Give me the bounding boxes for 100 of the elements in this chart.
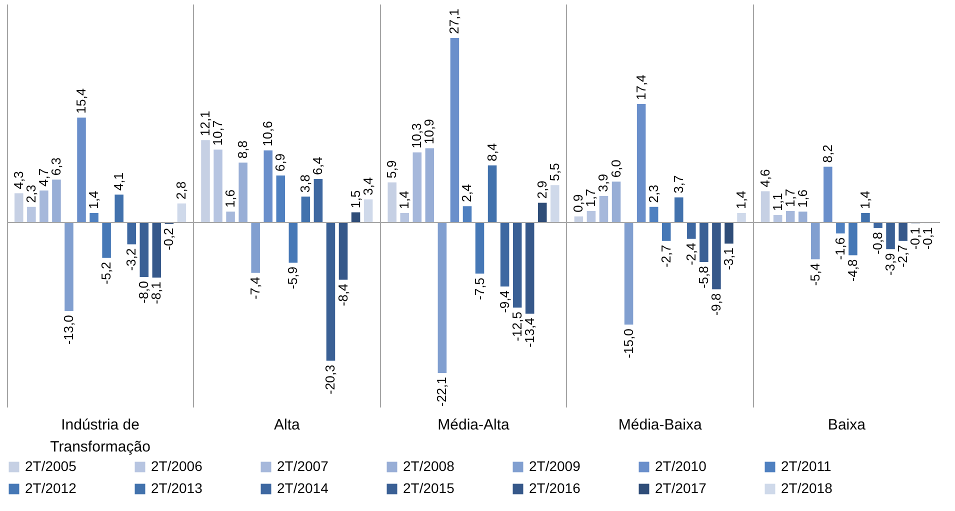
bar xyxy=(662,222,671,241)
bar xyxy=(848,222,858,256)
bar xyxy=(687,222,696,239)
data-label: -0,8 xyxy=(870,232,886,254)
data-label: 1,1 xyxy=(770,192,785,212)
bar xyxy=(612,182,621,223)
bar xyxy=(351,212,360,223)
data-label: 3,8 xyxy=(298,174,313,193)
bar xyxy=(14,193,24,223)
data-label: -8,0 xyxy=(136,280,152,304)
data-label: 2,8 xyxy=(174,181,189,200)
data-label: 6,4 xyxy=(310,156,326,175)
data-label: 10,9 xyxy=(422,118,437,144)
bar xyxy=(90,212,98,223)
data-label: -9,8 xyxy=(708,293,724,316)
bar xyxy=(425,148,434,223)
bar xyxy=(52,180,61,223)
bar xyxy=(264,150,272,223)
data-label: 2,3 xyxy=(646,184,661,203)
bar xyxy=(364,199,373,223)
data-label: 4,6 xyxy=(757,169,772,188)
bar xyxy=(177,203,186,223)
bar xyxy=(338,222,348,280)
data-label: 1,4 xyxy=(857,190,872,209)
data-label: 10,6 xyxy=(260,121,276,146)
data-label: -7,4 xyxy=(248,276,263,300)
data-label: 8,4 xyxy=(484,143,500,162)
x-tick-label: Média-Alta xyxy=(438,416,510,434)
bar xyxy=(786,210,795,223)
bar xyxy=(412,152,422,223)
bar xyxy=(550,185,560,223)
legend-label: 2T/2009 xyxy=(529,458,581,474)
bar xyxy=(500,222,510,287)
legend-label: 2T/2006 xyxy=(151,458,203,474)
bar xyxy=(488,165,497,223)
bar xyxy=(874,222,882,228)
data-label: -5,9 xyxy=(285,266,300,290)
bar xyxy=(512,222,522,308)
data-label: 1,6 xyxy=(222,190,238,208)
bar xyxy=(538,202,547,223)
data-label: -5,4 xyxy=(807,263,822,286)
data-label: 3,4 xyxy=(360,177,376,196)
data-label: -15,0 xyxy=(620,328,636,358)
bar xyxy=(276,176,286,223)
data-label: -3,9 xyxy=(882,253,898,276)
data-label: 17,4 xyxy=(633,74,648,100)
x-tick-label: Indústria de Transformação xyxy=(50,416,150,456)
data-label: 6,0 xyxy=(608,160,624,178)
data-label: -13,4 xyxy=(522,318,537,348)
bar xyxy=(326,222,336,361)
data-label: 10,7 xyxy=(210,120,226,146)
data-label: 1,4 xyxy=(86,190,102,209)
bar xyxy=(886,222,895,250)
data-label: -3,1 xyxy=(720,248,736,270)
x-tick-label: Média-Baixa xyxy=(618,416,702,434)
legend-label: 2T/2011 xyxy=(781,458,832,474)
data-label: 2,9 xyxy=(534,180,550,199)
bar xyxy=(226,212,235,223)
data-label: 3,7 xyxy=(670,175,686,194)
data-label: -4,8 xyxy=(844,259,860,282)
bar xyxy=(102,222,111,258)
data-label: 27,1 xyxy=(446,8,462,34)
data-label: 4,7 xyxy=(36,168,51,187)
data-label: 3,9 xyxy=(596,174,611,192)
bar xyxy=(462,206,472,223)
data-label: 5,9 xyxy=(384,160,400,178)
data-label: -8,1 xyxy=(148,282,164,304)
legend-label: 2T/2018 xyxy=(781,480,833,496)
bar xyxy=(898,222,908,241)
bar xyxy=(140,222,149,277)
bar xyxy=(40,190,48,223)
data-label: 1,5 xyxy=(348,190,363,208)
data-label: 2,4 xyxy=(459,184,474,202)
x-tick-label: Baixa xyxy=(828,416,866,434)
bar xyxy=(737,212,746,223)
data-label: -0,1 xyxy=(920,227,936,250)
bar xyxy=(314,178,323,223)
bar xyxy=(861,212,870,223)
bar xyxy=(288,222,298,263)
legend-label: 2T/2015 xyxy=(403,480,455,496)
data-label: 5,5 xyxy=(546,162,562,182)
data-label: 2,3 xyxy=(23,184,38,203)
data-label: -13,0 xyxy=(60,315,76,345)
data-label: 1,6 xyxy=(794,190,810,208)
bar xyxy=(525,222,534,314)
data-label: 1,7 xyxy=(583,188,598,207)
bar xyxy=(712,222,721,290)
legend-label: 2T/2014 xyxy=(277,480,329,496)
bar xyxy=(586,210,596,223)
data-label: 8,8 xyxy=(235,140,250,159)
bar xyxy=(599,196,608,223)
data-label: -20,3 xyxy=(322,364,338,394)
data-label: 1,4 xyxy=(396,190,412,209)
bar xyxy=(238,162,248,223)
bar xyxy=(201,140,210,223)
data-label: -3,2 xyxy=(124,248,139,271)
x-tick-label: Alta xyxy=(274,416,300,434)
bar xyxy=(773,215,782,223)
bar xyxy=(798,212,808,223)
data-label: -2,7 xyxy=(658,244,674,268)
